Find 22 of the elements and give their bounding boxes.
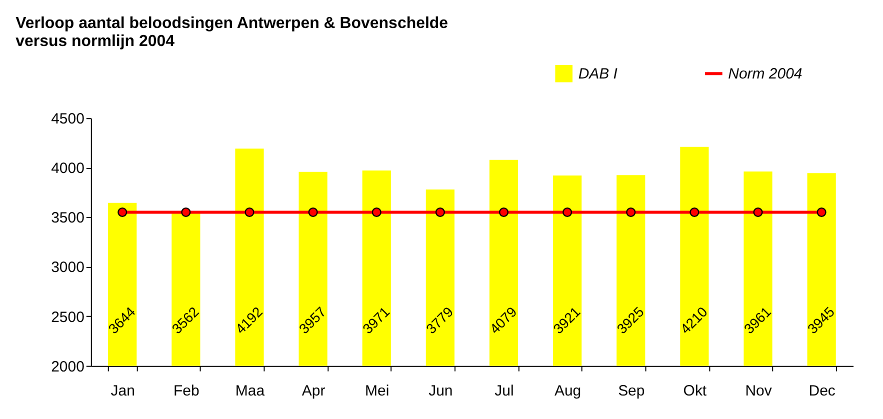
x-tick-label: Maa (235, 382, 266, 400)
x-tick-label: Sep (618, 382, 645, 400)
x-tick-label: Dec (808, 382, 836, 400)
y-tick-label: 4500 (51, 110, 84, 128)
y-tick-label: 2000 (51, 358, 84, 376)
text: versus normlijn 2004 (16, 33, 175, 50)
text: Verloop aantal beloodsingen Antwerpen & Bovenschelde (16, 15, 448, 32)
legend-label: DAB I (578, 66, 618, 83)
x-tick-label: Aug (554, 382, 582, 400)
x-tick-label: Jan (110, 382, 135, 400)
x-tick-label: Nov (745, 382, 772, 400)
x-tick-label: Okt (683, 382, 708, 400)
y-tick-label: 3500 (51, 210, 84, 227)
x-tick-label: Mei (365, 382, 390, 400)
x-tick-label: Apr (302, 382, 326, 400)
y-tick-label: 3000 (51, 259, 84, 276)
y-tick-label: 4000 (51, 160, 84, 178)
x-tick-label: Jul (494, 382, 514, 400)
x-tick-label: Jun (428, 382, 453, 400)
x-tick-label: Feb (174, 382, 200, 400)
legend-label: Norm 2004 (728, 66, 802, 83)
y-tick-label: 2500 (51, 308, 84, 326)
